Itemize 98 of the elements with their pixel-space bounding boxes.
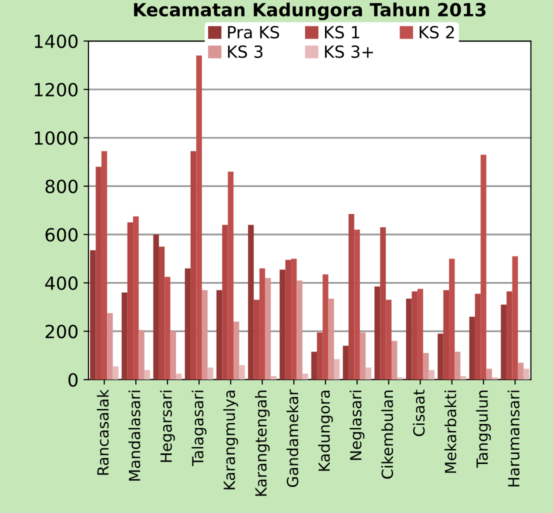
bar <box>454 352 460 380</box>
chart-title: Kecamatan Kadungora Tahun 2013 <box>134 2 486 20</box>
bar <box>158 246 165 380</box>
x-tick-label: Gandamekar <box>286 389 298 487</box>
y-tick-label: 1400 <box>34 34 78 48</box>
bar <box>285 260 292 380</box>
bar <box>190 151 196 380</box>
bar <box>270 376 276 380</box>
x-tick-label: Kadungora <box>318 390 333 471</box>
x-tick-label: Tanggulun <box>476 390 491 468</box>
x-tick-label: Cikembulan <box>381 390 394 479</box>
bar <box>342 346 349 380</box>
y-tick-label: 400 <box>45 276 78 290</box>
x-tick-label: Talagasari <box>192 390 206 466</box>
bar <box>322 274 328 380</box>
x-tick-label: Mandalasari <box>128 390 140 481</box>
bar <box>184 268 191 380</box>
bar <box>366 368 372 380</box>
y-tick-label: 0 <box>68 373 78 387</box>
bar <box>397 377 403 380</box>
bar <box>412 291 418 380</box>
bar <box>90 250 96 380</box>
bar <box>280 270 286 380</box>
y-tick-label: 1200 <box>34 82 78 97</box>
bar <box>506 291 512 380</box>
bar <box>101 151 108 380</box>
y-tick-label: 600 <box>46 228 78 242</box>
bar <box>311 352 317 380</box>
bar <box>417 288 424 380</box>
x-tick-label: Neglasari <box>350 390 364 460</box>
bar <box>438 334 444 380</box>
legend-label: KS 3 <box>228 45 262 58</box>
bar <box>112 366 118 380</box>
bar <box>122 292 128 380</box>
bar <box>291 258 297 380</box>
bar <box>176 374 182 380</box>
bar <box>222 224 228 380</box>
bar <box>127 222 134 380</box>
bar <box>138 330 144 380</box>
bar <box>406 298 412 380</box>
bar <box>486 368 492 380</box>
bar <box>380 227 386 380</box>
legend-label: KS 2 <box>420 26 454 39</box>
bar <box>248 224 254 380</box>
bar <box>492 377 498 380</box>
bar <box>254 300 260 380</box>
bar <box>144 370 150 380</box>
bar <box>512 256 518 380</box>
bar <box>239 365 245 380</box>
bar <box>480 154 486 380</box>
bar <box>153 234 159 380</box>
bar <box>234 322 240 380</box>
legend-label: KS 1 <box>325 26 360 39</box>
bar <box>316 332 323 380</box>
bar <box>449 258 455 380</box>
bar <box>265 278 271 380</box>
bar <box>107 313 113 380</box>
bar <box>386 300 392 380</box>
bar <box>202 290 208 380</box>
bar <box>360 332 366 380</box>
bar <box>423 353 429 380</box>
x-tick-label: Rancasalak <box>96 389 109 475</box>
x-tick-label: Karangtengah <box>254 390 270 496</box>
bar <box>474 294 481 380</box>
bar <box>428 370 434 380</box>
bar <box>392 340 398 380</box>
bar <box>296 280 302 380</box>
y-tick-label: 200 <box>46 324 78 338</box>
bar <box>164 276 170 380</box>
bar <box>302 374 308 380</box>
bar <box>96 166 102 380</box>
legend-label: Pra KS <box>228 26 280 39</box>
bar <box>469 316 475 380</box>
bar <box>170 331 176 380</box>
bar <box>133 216 139 380</box>
x-tick-label: Harumansari <box>508 390 520 486</box>
bar <box>348 214 354 380</box>
x-tick-label: Karangmulya <box>223 390 238 490</box>
x-tick-label: Mekarbakti <box>444 390 456 473</box>
y-tick-label: 1000 <box>34 131 78 145</box>
bar <box>259 268 266 380</box>
bar <box>354 230 360 380</box>
x-tick-label: Hegarsari <box>160 390 175 462</box>
bar <box>460 376 466 380</box>
legend-label: KS 3+ <box>325 45 373 58</box>
y-tick-label: 800 <box>46 180 78 194</box>
bar <box>208 368 214 380</box>
bar <box>443 290 450 380</box>
bar <box>524 368 530 380</box>
bar <box>328 298 334 380</box>
bar <box>518 362 524 380</box>
bar <box>334 359 340 380</box>
bar <box>228 172 234 380</box>
bar <box>216 290 222 380</box>
bar <box>196 56 202 380</box>
bar <box>500 304 507 380</box>
x-tick-label: Cisaat <box>412 390 425 436</box>
bar <box>374 286 380 380</box>
